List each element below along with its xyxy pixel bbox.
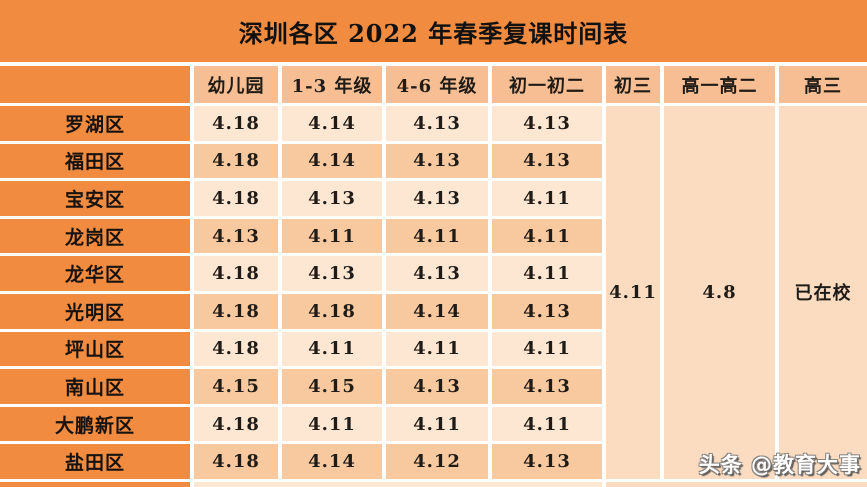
value-cell: 4.13 bbox=[492, 106, 602, 141]
value-cell: 4.11 bbox=[492, 331, 602, 367]
column-header-grade-4-6: 4-6 年级 bbox=[386, 66, 488, 103]
value-cell: 4.15 bbox=[194, 369, 278, 404]
value-cell: 4.18 bbox=[194, 181, 278, 216]
value-cell: 4.11 bbox=[282, 406, 382, 442]
value-cell: 4.13 bbox=[386, 369, 488, 404]
value-cell: 4.18 bbox=[194, 331, 278, 367]
value-cell: 4.14 bbox=[282, 106, 382, 141]
corner-cell bbox=[0, 66, 190, 103]
value-cell: 4.13 bbox=[282, 256, 382, 291]
value-cell: 4.18 bbox=[194, 406, 278, 442]
value-cell: 4.13 bbox=[386, 256, 488, 291]
partial-row-district-cell bbox=[0, 481, 190, 487]
value-cell: 4.18 bbox=[194, 143, 278, 179]
value-cell: 4.13 bbox=[282, 181, 382, 216]
value-cell: 4.13 bbox=[194, 218, 278, 254]
value-cell: 4.11 bbox=[386, 331, 488, 367]
value-cell: 4.13 bbox=[386, 106, 488, 141]
value-cell: 4.11 bbox=[492, 218, 602, 254]
toutiao-watermark: 头条 @教育大事 bbox=[698, 453, 861, 477]
value-cell: 4.11 bbox=[492, 256, 602, 291]
value-cell: 4.18 bbox=[282, 293, 382, 329]
merged-cell-senior-3: 已在校 bbox=[779, 106, 867, 479]
district-cell: 罗湖区 bbox=[0, 106, 190, 141]
page-title: 深圳各区 2022 年春季复课时间表 bbox=[0, 0, 867, 62]
column-header-senior-3: 高三 bbox=[779, 66, 867, 103]
partial-row-merged-cell bbox=[606, 481, 867, 487]
value-cell: 4.11 bbox=[492, 181, 602, 216]
merged-cell-junior-3: 4.11 bbox=[606, 106, 660, 479]
value-cell: 4.18 bbox=[194, 256, 278, 291]
value-cell: 4.18 bbox=[194, 106, 278, 141]
value-cell: 4.13 bbox=[492, 369, 602, 404]
value-cell: 4.11 bbox=[282, 218, 382, 254]
value-cell: 4.13 bbox=[492, 293, 602, 329]
column-header-junior-1-2: 初一初二 bbox=[492, 66, 602, 103]
value-cell: 4.11 bbox=[492, 406, 602, 442]
value-cell: 4.12 bbox=[386, 444, 488, 479]
district-cell: 盐田区 bbox=[0, 444, 190, 479]
district-cell: 龙华区 bbox=[0, 256, 190, 291]
schedule-table: 幼儿园 1-3 年级 4-6 年级 初一初二 初三 高一高二 高三 罗湖区 4.… bbox=[0, 66, 867, 487]
merged-cell-senior-1-2: 4.8 bbox=[664, 106, 775, 479]
value-cell: 4.13 bbox=[386, 181, 488, 216]
district-cell: 南山区 bbox=[0, 369, 190, 404]
partial-row-values-cell bbox=[194, 481, 602, 487]
value-cell: 4.11 bbox=[386, 218, 488, 254]
district-cell: 光明区 bbox=[0, 293, 190, 329]
column-header-grade-1-3: 1-3 年级 bbox=[282, 66, 382, 103]
value-cell: 4.18 bbox=[194, 293, 278, 329]
district-cell: 龙岗区 bbox=[0, 218, 190, 254]
column-header-junior-3: 初三 bbox=[606, 66, 660, 103]
value-cell: 4.14 bbox=[282, 143, 382, 179]
district-cell: 坪山区 bbox=[0, 331, 190, 367]
value-cell: 4.11 bbox=[386, 406, 488, 442]
district-cell: 福田区 bbox=[0, 143, 190, 179]
value-cell: 4.15 bbox=[282, 369, 382, 404]
column-header-senior-1-2: 高一高二 bbox=[664, 66, 775, 103]
column-header-kindergarten: 幼儿园 bbox=[194, 66, 278, 103]
district-cell: 大鹏新区 bbox=[0, 406, 190, 442]
value-cell: 4.14 bbox=[386, 293, 488, 329]
value-cell: 4.13 bbox=[386, 143, 488, 179]
value-cell: 4.13 bbox=[492, 143, 602, 179]
value-cell: 4.14 bbox=[282, 444, 382, 479]
value-cell: 4.18 bbox=[194, 444, 278, 479]
value-cell: 4.11 bbox=[282, 331, 382, 367]
district-cell: 宝安区 bbox=[0, 181, 190, 216]
value-cell: 4.13 bbox=[492, 444, 602, 479]
